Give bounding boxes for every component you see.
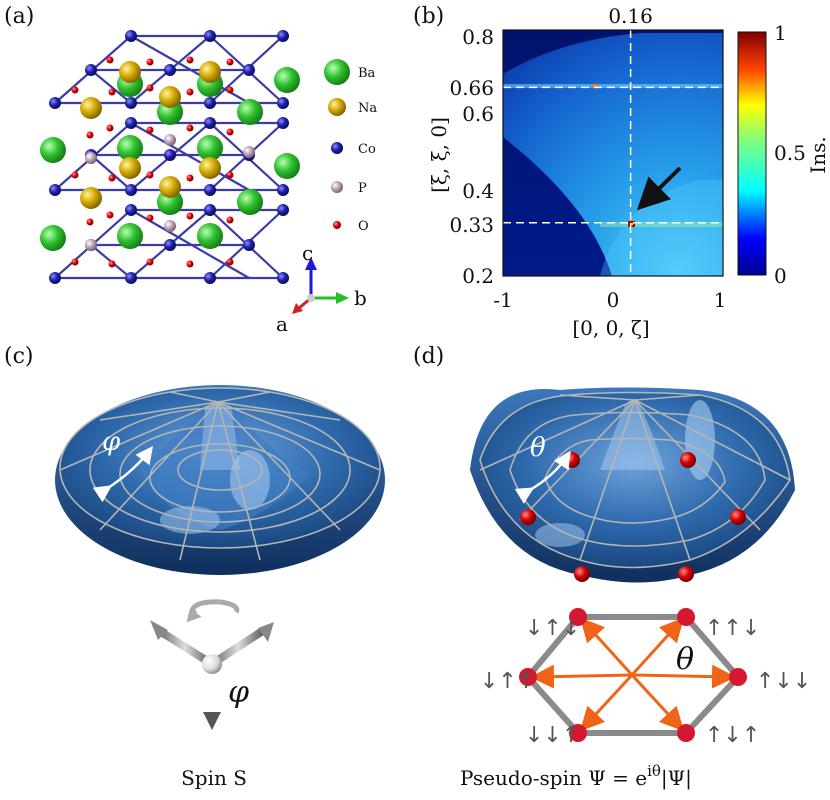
legend-p-label: P xyxy=(358,181,367,196)
spin-label-bottom-left: ↓↓↑ xyxy=(525,723,580,748)
colorbar: 1 0.5 0 Ins. xyxy=(737,21,830,288)
theta-symbol-hexagon: θ xyxy=(676,642,694,677)
o-atoms xyxy=(71,56,234,268)
top-marker-label: 0.16 xyxy=(608,4,653,28)
legend-co-swatch xyxy=(331,142,343,154)
theta-symbol-surface: θ xyxy=(530,433,546,463)
peak-pointer-arrow xyxy=(636,166,682,211)
spin-label-top-right: ↑↑↓ xyxy=(705,616,760,641)
legend-o-label: O xyxy=(358,219,369,234)
hexagon-diagram: θ ↓↑↓ ↑↑↓ ↓↑↑ ↑↓↓ ↓↓↑ ↑↓↑ xyxy=(480,608,811,748)
element-legend: Ba Na Co P O xyxy=(324,59,377,234)
ytick-0-2: 0.2 xyxy=(462,264,494,288)
axis-b-label: b xyxy=(354,286,367,310)
panel-label-c: (c) xyxy=(4,344,34,369)
axis-c-label: c xyxy=(302,241,313,265)
co-atoms xyxy=(49,30,289,284)
legend-na-label: Na xyxy=(358,101,377,116)
spin-label-bottom-right: ↑↓↑ xyxy=(705,723,760,748)
legend-o-swatch xyxy=(333,221,341,229)
axis-a-label: a xyxy=(276,312,288,336)
spin-label-top-left: ↓↑↓ xyxy=(525,616,580,641)
phi-symbol-rotor: φ xyxy=(228,675,249,710)
panel-label-d: (d) xyxy=(413,344,445,369)
axes-triad: c b a xyxy=(276,241,367,336)
spin-label-left: ↓↑↑ xyxy=(480,669,535,694)
legend-ba-label: Ba xyxy=(358,66,376,81)
pseudo-spin-caption: Pseudo-spin Ψ = eiθ|Ψ| xyxy=(460,762,692,791)
xtick-neg1: -1 xyxy=(493,288,512,312)
ytick-0-4: 0.4 xyxy=(462,179,494,203)
heatmap-frame xyxy=(502,29,724,277)
crystal-structure xyxy=(40,30,300,284)
phi-symbol-surface: φ xyxy=(102,427,121,457)
spin-rotor: φ xyxy=(150,599,274,730)
ytick-0-66: 0.66 xyxy=(449,76,494,100)
sixfold-surface: θ xyxy=(470,387,795,583)
legend-na-swatch xyxy=(328,98,346,116)
colorbar-tick-1: 1 xyxy=(774,21,787,45)
mexican-hat-surface: φ xyxy=(55,385,385,575)
colorbar-label: Ins. xyxy=(806,136,830,173)
legend-ba-swatch xyxy=(324,59,350,85)
x-axis-label: [0, 0, ζ] xyxy=(572,316,649,340)
xtick-0: 0 xyxy=(607,288,620,312)
p-atoms xyxy=(85,134,255,251)
heatmap-y-ticks: 0.8 0.66 0.6 0.4 0.33 0.2 xyxy=(449,25,494,288)
colorbar-tick-05: 0.5 xyxy=(774,141,806,165)
xtick-1: 1 xyxy=(714,288,727,312)
ytick-0-33: 0.33 xyxy=(449,213,494,237)
colorbar-tick-0: 0 xyxy=(774,264,787,288)
y-axis-label: [ξ, ξ, 0] xyxy=(427,117,451,193)
spin-caption: Spin S xyxy=(181,766,247,790)
panel-label-b: (b) xyxy=(413,4,445,29)
heatmap-chart xyxy=(502,29,724,277)
heatmap-x-ticks: -1 0 1 xyxy=(493,288,726,312)
panel-label-a: (a) xyxy=(4,4,35,29)
na-atoms xyxy=(80,61,221,209)
ytick-0-6: 0.6 xyxy=(462,102,494,126)
heatmap-intensity-region xyxy=(503,33,723,276)
legend-p-swatch xyxy=(331,181,343,193)
spin-label-right: ↑↓↓ xyxy=(756,669,811,694)
legend-co-label: Co xyxy=(358,142,376,157)
ytick-0-8: 0.8 xyxy=(462,25,494,49)
